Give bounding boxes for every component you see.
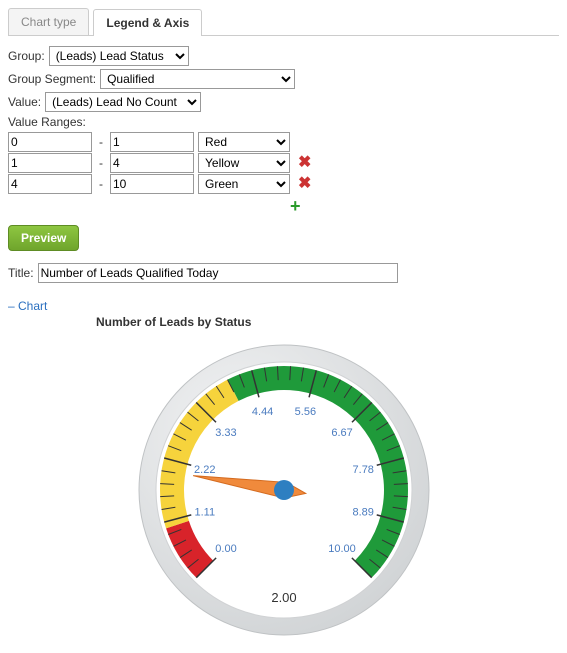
svg-text:4.44: 4.44: [251, 406, 272, 418]
chart-title: Number of Leads by Status: [96, 315, 559, 329]
svg-text:3.33: 3.33: [215, 427, 236, 439]
range-from-input[interactable]: [8, 132, 92, 152]
chart-collapse-link[interactable]: – Chart: [8, 299, 47, 313]
range-row: - Yellow✖: [8, 153, 559, 173]
range-from-input[interactable]: [8, 174, 92, 194]
value-label: Value:: [8, 95, 41, 109]
svg-text:10.00: 10.00: [328, 543, 356, 555]
svg-text:8.89: 8.89: [352, 506, 373, 518]
group-segment-select[interactable]: Qualified: [100, 69, 295, 89]
tab-bar: Chart type Legend & Axis: [8, 8, 559, 36]
svg-text:7.78: 7.78: [352, 464, 373, 476]
range-dash: -: [96, 156, 106, 170]
config-form: Group: (Leads) Lead Status Group Segment…: [8, 46, 559, 215]
value-ranges-label: Value Ranges:: [8, 115, 86, 129]
range-to-input[interactable]: [110, 174, 194, 194]
range-color-select[interactable]: Yellow: [198, 153, 290, 173]
svg-text:1.11: 1.11: [194, 506, 215, 518]
range-color-select[interactable]: Green: [198, 174, 290, 194]
svg-text:6.67: 6.67: [331, 427, 352, 439]
range-dash: -: [96, 177, 106, 191]
title-input[interactable]: [38, 263, 398, 283]
range-row: - Green✖: [8, 174, 559, 194]
group-select[interactable]: (Leads) Lead Status: [49, 46, 189, 66]
svg-text:2.22: 2.22: [194, 464, 215, 476]
range-to-input[interactable]: [110, 132, 194, 152]
range-row: - Red: [8, 132, 559, 152]
group-segment-label: Group Segment:: [8, 72, 96, 86]
value-ranges: - Red - Yellow✖ - Green✖: [8, 132, 559, 194]
group-label: Group:: [8, 49, 45, 63]
remove-range-icon[interactable]: ✖: [294, 176, 315, 192]
svg-text:0.00: 0.00: [215, 543, 236, 555]
tab-legend-axis[interactable]: Legend & Axis: [93, 9, 202, 36]
value-select[interactable]: (Leads) Lead No Count: [45, 92, 201, 112]
svg-text:5.56: 5.56: [294, 406, 315, 418]
tab-chart-type[interactable]: Chart type: [8, 8, 89, 35]
preview-button[interactable]: Preview: [8, 225, 79, 251]
gauge-chart: 0.00 1.11 2.22 3.33 4.44 5.56 6.67 7.78 8.89 10.0…: [8, 335, 559, 645]
remove-range-icon[interactable]: ✖: [294, 155, 315, 171]
title-label: Title:: [8, 266, 34, 280]
range-color-select[interactable]: Red: [198, 132, 290, 152]
svg-text:2.00: 2.00: [271, 590, 296, 605]
range-from-input[interactable]: [8, 153, 92, 173]
range-to-input[interactable]: [110, 153, 194, 173]
add-range-icon[interactable]: +: [286, 197, 305, 215]
range-dash: -: [96, 135, 106, 149]
